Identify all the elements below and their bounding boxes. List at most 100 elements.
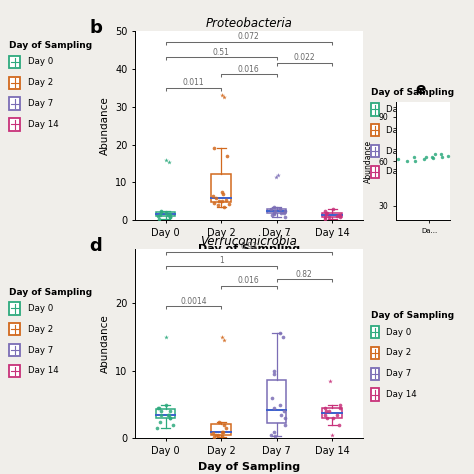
Point <box>422 153 429 161</box>
Point <box>411 157 419 165</box>
Point <box>225 201 232 208</box>
Text: Day of Sampling: Day of Sampling <box>371 311 454 320</box>
Point <box>218 333 226 341</box>
Text: 0.93: 0.93 <box>240 243 257 252</box>
Point <box>169 421 177 428</box>
FancyBboxPatch shape <box>371 326 379 338</box>
Text: Day 2: Day 2 <box>28 325 54 334</box>
Point <box>164 411 172 419</box>
Point <box>219 188 226 196</box>
Text: 0.011: 0.011 <box>182 78 204 87</box>
FancyBboxPatch shape <box>9 97 20 110</box>
Point <box>154 425 161 432</box>
Bar <box>267 380 286 423</box>
Point <box>268 394 276 401</box>
Point <box>215 198 222 205</box>
Point <box>329 414 337 422</box>
Text: 1: 1 <box>219 256 223 265</box>
Point <box>410 154 418 161</box>
FancyBboxPatch shape <box>9 302 20 315</box>
Point <box>271 207 278 215</box>
Point <box>166 414 173 422</box>
Point <box>270 428 277 436</box>
Point <box>210 200 218 207</box>
Point <box>267 205 274 213</box>
Point <box>210 429 217 437</box>
Bar <box>211 174 231 202</box>
Point <box>155 215 163 222</box>
Point <box>163 156 170 164</box>
Point <box>323 209 331 217</box>
Text: Day of Sampling: Day of Sampling <box>9 41 92 50</box>
Point <box>166 214 174 221</box>
Point <box>337 401 344 409</box>
Point <box>220 93 228 101</box>
Point <box>333 411 340 419</box>
Point <box>403 157 411 164</box>
Point <box>222 196 230 203</box>
Point <box>271 404 278 412</box>
Text: Day 2: Day 2 <box>28 78 54 87</box>
Text: Day 14: Day 14 <box>386 390 417 399</box>
Point <box>214 201 221 209</box>
Text: Day 2: Day 2 <box>386 348 411 357</box>
Point <box>218 91 226 99</box>
Point <box>155 404 163 412</box>
Title: Proteobacteria: Proteobacteria <box>205 17 292 30</box>
Point <box>274 171 282 179</box>
Point <box>322 408 330 415</box>
Point <box>164 211 172 219</box>
FancyBboxPatch shape <box>371 346 379 359</box>
FancyBboxPatch shape <box>371 165 379 178</box>
Point <box>321 411 328 419</box>
Y-axis label: Abundance: Abundance <box>364 140 373 182</box>
Point <box>166 414 174 422</box>
Point <box>327 377 334 385</box>
Point <box>321 215 329 222</box>
FancyBboxPatch shape <box>371 367 379 380</box>
Text: e: e <box>415 82 426 97</box>
Point <box>267 431 274 439</box>
Point <box>328 431 336 439</box>
Point <box>165 158 173 165</box>
Point <box>154 212 162 219</box>
Text: Day of Sampling: Day of Sampling <box>9 288 92 297</box>
Text: Day 7: Day 7 <box>28 346 54 355</box>
Point <box>394 155 402 163</box>
Point <box>212 431 220 439</box>
Text: Day 0: Day 0 <box>386 328 411 337</box>
Bar <box>267 209 286 213</box>
Point <box>210 433 218 441</box>
Point <box>420 155 428 163</box>
Point <box>323 414 331 422</box>
Bar <box>156 212 175 216</box>
Point <box>166 408 174 415</box>
Point <box>223 152 231 160</box>
Point <box>214 431 221 439</box>
Point <box>222 425 230 432</box>
Point <box>157 411 165 419</box>
FancyBboxPatch shape <box>9 118 20 131</box>
Point <box>156 212 164 219</box>
FancyBboxPatch shape <box>371 388 379 401</box>
Point <box>162 401 169 409</box>
Point <box>335 211 343 219</box>
Point <box>157 207 164 215</box>
Point <box>215 418 222 425</box>
Point <box>428 153 436 161</box>
Point <box>166 213 174 220</box>
FancyBboxPatch shape <box>9 344 20 356</box>
Point <box>432 150 439 158</box>
Text: Day 0: Day 0 <box>386 105 411 114</box>
Point <box>438 153 446 160</box>
Bar <box>322 408 342 418</box>
FancyBboxPatch shape <box>9 76 20 89</box>
Text: Day 7: Day 7 <box>386 369 411 378</box>
Point <box>270 209 277 217</box>
Point <box>156 418 164 425</box>
Point <box>276 205 284 213</box>
Point <box>281 213 289 220</box>
Bar <box>211 424 231 435</box>
Point <box>154 404 162 412</box>
Point <box>219 428 227 436</box>
